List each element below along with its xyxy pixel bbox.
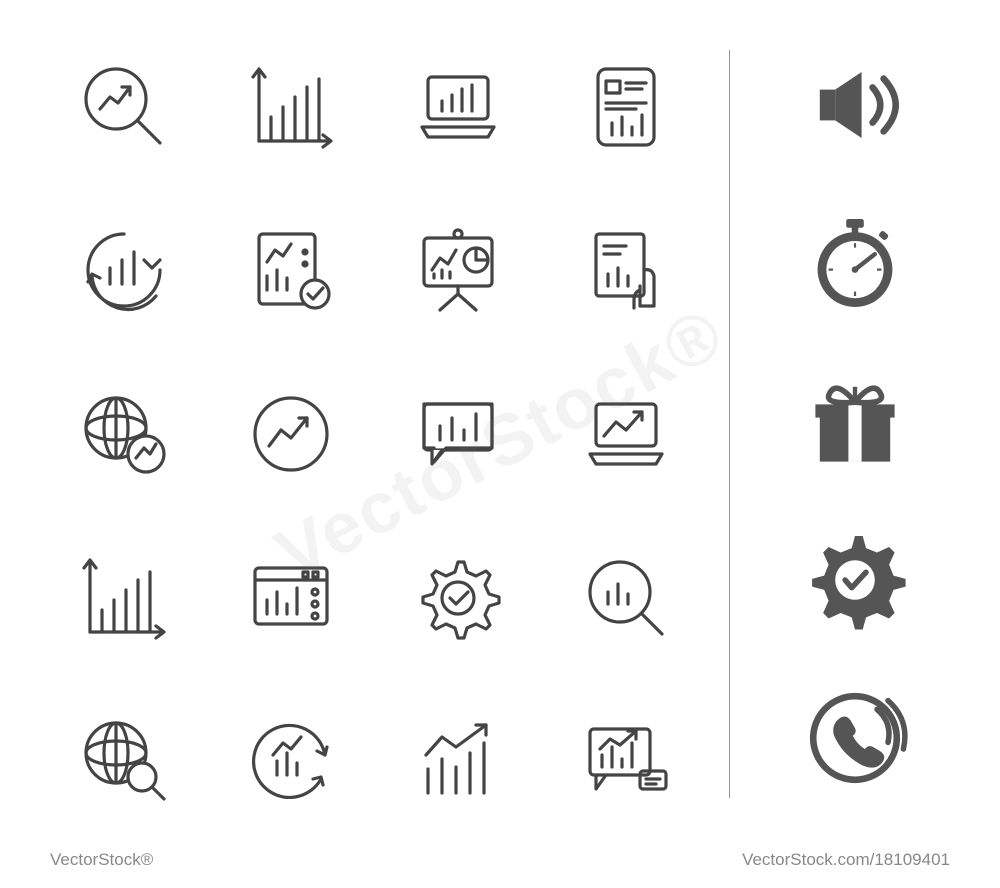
refresh-trend-icon	[217, 694, 364, 828]
laptop-trend-icon	[552, 367, 699, 501]
globe-search-icon	[50, 694, 197, 828]
phone-ring-icon	[800, 683, 910, 798]
circle-trend-icon	[217, 367, 364, 501]
growth-arrow-icon	[385, 694, 532, 828]
hand-report-icon	[552, 204, 699, 338]
footer: VectorStock® VectorStock.com/18109401	[50, 850, 950, 870]
globe-chart-icon	[50, 367, 197, 501]
chat-bars-icon	[385, 367, 532, 501]
presentation-board-icon	[385, 204, 532, 338]
laptop-chart-icon	[385, 40, 532, 174]
report-check-icon	[217, 204, 364, 338]
image-id-label: VectorStock.com/18109401	[742, 850, 950, 870]
browser-stats-icon	[217, 531, 364, 665]
line-bar-chart-icon	[50, 531, 197, 665]
solid-icon-column	[730, 40, 950, 828]
stopwatch-icon	[800, 208, 910, 323]
icon-set: VectorStock®	[0, 0, 1000, 888]
chat-trend-icon	[552, 694, 699, 828]
magnify-trend-icon	[50, 40, 197, 174]
refresh-bars-icon	[50, 204, 197, 338]
speaker-icon	[800, 50, 910, 165]
bar-chart-axes-icon	[217, 40, 364, 174]
gift-icon	[800, 367, 910, 482]
gear-check-solid-icon	[800, 525, 910, 640]
gear-check-icon	[385, 531, 532, 665]
magnify-bars-icon	[552, 531, 699, 665]
outline-icon-grid	[50, 40, 729, 828]
brand-label: VectorStock®	[50, 850, 153, 870]
tablet-report-icon	[552, 40, 699, 174]
